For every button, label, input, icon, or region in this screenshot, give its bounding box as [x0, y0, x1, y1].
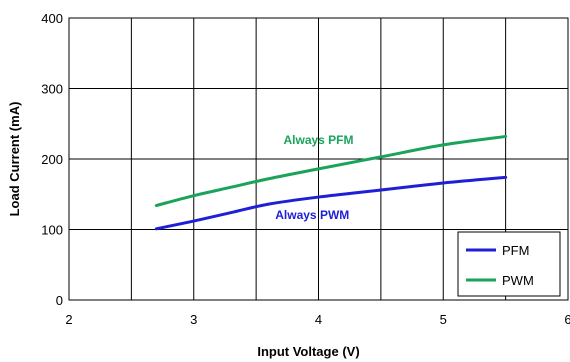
annotations: Always PFM Always PWM [275, 133, 353, 222]
x-tick-label: 4 [315, 312, 322, 327]
series-layer [154, 134, 508, 231]
tick-labels: 2 3 4 5 6 0 100 200 300 400 [41, 11, 570, 327]
plot-frame [68, 17, 569, 301]
grid-lines [69, 18, 568, 300]
x-tick-label: 5 [440, 312, 447, 327]
y-tick-label: 200 [41, 152, 63, 167]
legend: PFM PWM [457, 231, 561, 297]
x-tick-label: 6 [564, 312, 570, 327]
legend-label-pfm: PFM [502, 243, 529, 258]
y-tick-label: 400 [41, 11, 63, 26]
series-line-pfm [154, 175, 508, 231]
y-axis-title: Load Current (mA) [7, 102, 22, 217]
x-axis-title: Input Voltage (V) [257, 344, 359, 359]
x-tick-label: 3 [190, 312, 197, 327]
y-tick-label: 100 [41, 223, 63, 238]
y-tick-label: 300 [41, 82, 63, 97]
x-tick-label: 2 [65, 312, 72, 327]
annotation-label: Always PWM [275, 208, 349, 222]
legend-box [457, 231, 561, 297]
y-tick-label: 0 [56, 293, 63, 308]
legend-label-pwm: PWM [502, 273, 534, 288]
series-line-pwm [154, 134, 508, 208]
annotation-label: Always PFM [283, 133, 353, 147]
